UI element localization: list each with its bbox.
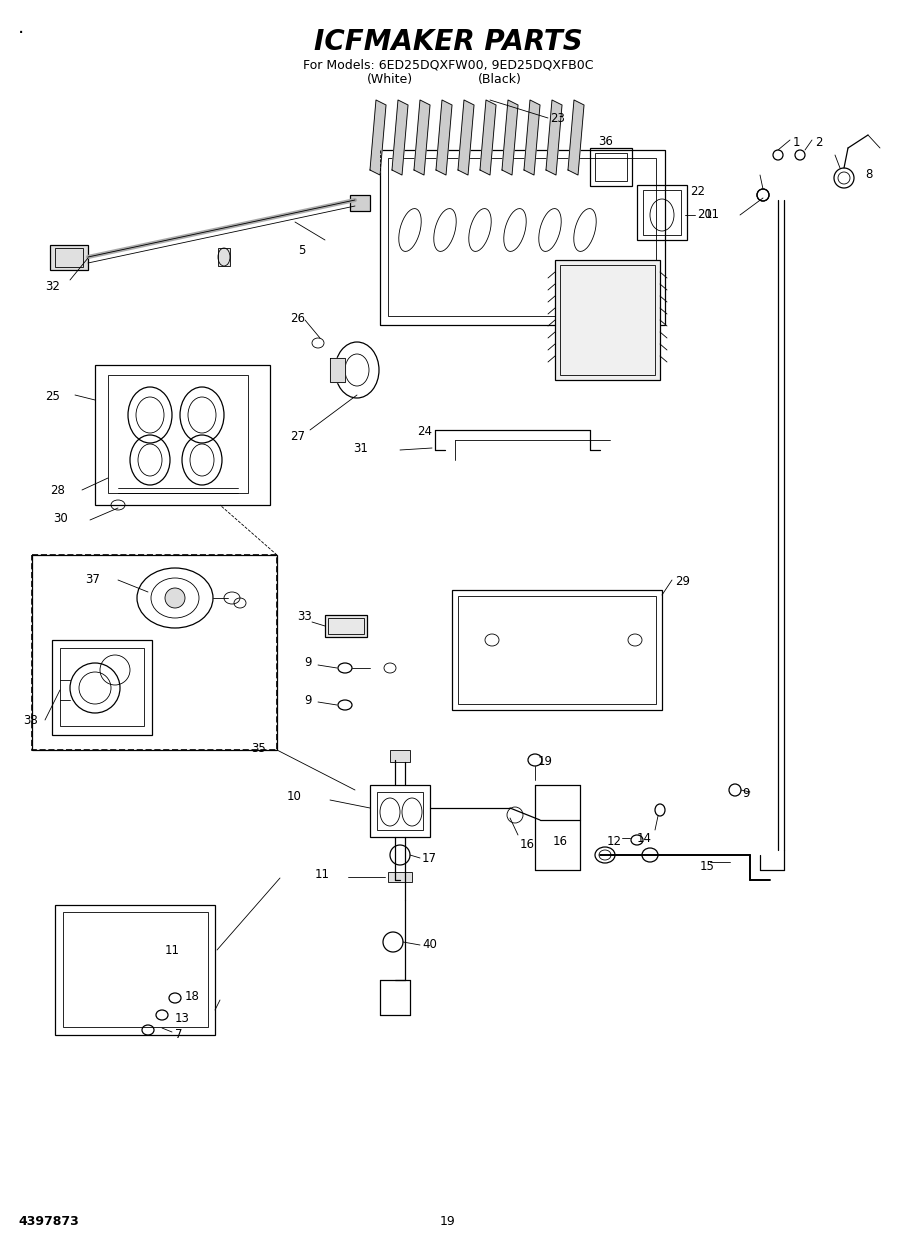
- Text: 5: 5: [298, 244, 305, 256]
- Text: 20: 20: [697, 208, 712, 222]
- Polygon shape: [502, 100, 518, 175]
- Text: 27: 27: [290, 430, 305, 444]
- Text: 37: 37: [85, 572, 100, 586]
- Text: 1: 1: [793, 136, 800, 149]
- Text: 33: 33: [297, 610, 312, 623]
- Text: 32: 32: [45, 280, 60, 292]
- Text: 19: 19: [538, 755, 553, 768]
- Text: 17: 17: [422, 851, 437, 865]
- Text: 31: 31: [353, 441, 368, 455]
- Text: 15: 15: [700, 860, 715, 873]
- Polygon shape: [524, 100, 540, 175]
- Text: 24: 24: [417, 425, 432, 439]
- Bar: [555, 260, 660, 380]
- Bar: [55, 904, 215, 1035]
- Text: For Models: 6ED25DQXFW00, 9ED25DQXFB0C: For Models: 6ED25DQXFW00, 9ED25DQXFB0C: [303, 58, 593, 71]
- Bar: [350, 195, 370, 211]
- Bar: [388, 872, 412, 882]
- Text: 28: 28: [50, 483, 65, 497]
- Polygon shape: [392, 100, 408, 175]
- Bar: [218, 248, 230, 266]
- Text: 35: 35: [251, 741, 266, 755]
- Bar: [390, 750, 410, 762]
- Bar: [52, 641, 152, 735]
- Bar: [637, 185, 687, 240]
- Text: 9: 9: [304, 655, 312, 669]
- Text: (Black): (Black): [478, 73, 522, 85]
- Text: 40: 40: [422, 938, 437, 952]
- Polygon shape: [370, 100, 386, 175]
- Bar: [643, 190, 681, 235]
- Text: 29: 29: [675, 575, 690, 589]
- Text: 18: 18: [185, 990, 200, 1002]
- Bar: [108, 375, 248, 493]
- Text: 11: 11: [165, 944, 180, 957]
- Bar: [370, 786, 430, 838]
- Bar: [595, 152, 627, 181]
- Bar: [380, 150, 665, 325]
- Text: 13: 13: [175, 1011, 190, 1025]
- Text: ICFMAKER PARTS: ICFMAKER PARTS: [314, 28, 582, 56]
- Bar: [452, 590, 662, 710]
- Text: .: .: [18, 19, 24, 37]
- Polygon shape: [436, 100, 452, 175]
- Bar: [63, 912, 208, 1027]
- Text: 30: 30: [53, 512, 68, 524]
- Bar: [95, 366, 270, 506]
- Bar: [55, 248, 83, 266]
- Text: 11: 11: [315, 867, 330, 881]
- Bar: [50, 245, 88, 270]
- Text: 19: 19: [440, 1215, 456, 1228]
- Text: 16: 16: [553, 835, 568, 847]
- Text: 26: 26: [290, 312, 305, 325]
- Polygon shape: [546, 100, 562, 175]
- Bar: [328, 618, 364, 634]
- Bar: [325, 615, 367, 637]
- Text: 25: 25: [45, 390, 60, 403]
- Text: 23: 23: [550, 112, 565, 125]
- Text: 11: 11: [705, 208, 720, 222]
- Bar: [377, 792, 423, 830]
- Bar: [32, 555, 277, 750]
- Polygon shape: [414, 100, 430, 175]
- Bar: [60, 648, 144, 726]
- Text: 38: 38: [23, 714, 38, 726]
- Bar: [590, 147, 632, 186]
- Text: 4397873: 4397873: [18, 1215, 79, 1228]
- Polygon shape: [458, 100, 474, 175]
- Polygon shape: [568, 100, 584, 175]
- Text: 9: 9: [304, 694, 312, 706]
- Text: (White): (White): [367, 73, 413, 85]
- Polygon shape: [480, 100, 496, 175]
- Text: 36: 36: [598, 135, 613, 147]
- Bar: [32, 555, 277, 750]
- Text: 9: 9: [742, 787, 750, 800]
- Text: 16: 16: [520, 838, 535, 851]
- Bar: [388, 159, 656, 316]
- Text: 10: 10: [287, 789, 302, 803]
- Text: 14: 14: [637, 833, 652, 845]
- Ellipse shape: [165, 589, 185, 608]
- Bar: [458, 596, 656, 704]
- Polygon shape: [330, 358, 345, 382]
- Text: 12: 12: [607, 835, 622, 847]
- Text: 22: 22: [690, 185, 705, 198]
- Text: 2: 2: [815, 136, 823, 149]
- Text: 7: 7: [175, 1027, 182, 1041]
- Bar: [560, 265, 655, 375]
- Text: 8: 8: [865, 169, 873, 181]
